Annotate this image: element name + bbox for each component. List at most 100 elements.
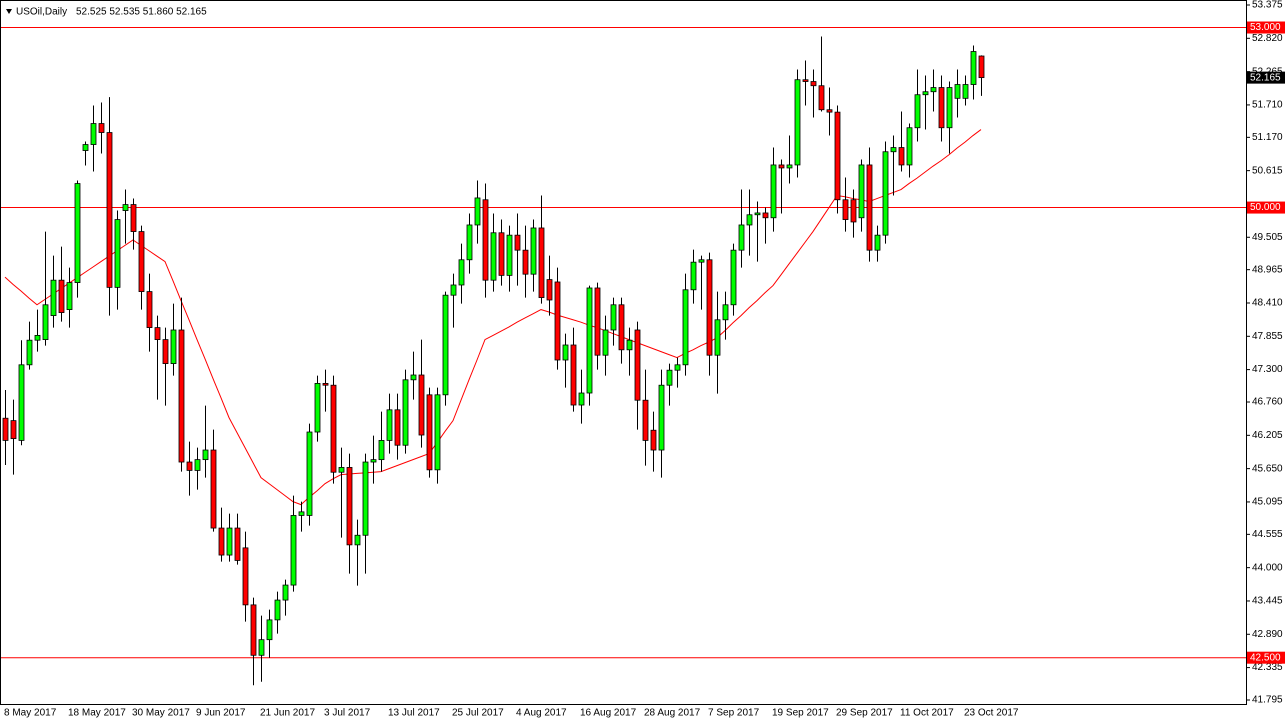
- y-tick-label: 46.205: [1252, 430, 1283, 441]
- x-tick-label: 16 Aug 2017: [580, 708, 637, 719]
- candle-body: [802, 79, 809, 82]
- candle-body: [906, 127, 913, 166]
- candle-body: [770, 164, 777, 219]
- x-tick-label: 29 Sep 2017: [836, 708, 893, 719]
- candle-body: [258, 639, 265, 656]
- candle-body: [578, 392, 585, 406]
- ohlc-text: 52.525 52.535 51.860 52.165: [76, 7, 207, 18]
- candle-body: [282, 584, 289, 601]
- candle-body: [586, 287, 593, 394]
- x-tick-label: 18 May 2017: [68, 708, 126, 719]
- candle-body: [962, 84, 969, 99]
- y-tick-label: 42.890: [1252, 629, 1283, 640]
- candle-body: [698, 259, 705, 263]
- candle-body: [122, 204, 129, 211]
- x-tick-label: 4 Aug 2017: [516, 708, 567, 719]
- candle-body: [434, 394, 441, 471]
- candle-body: [58, 279, 65, 313]
- candle-body: [674, 364, 681, 371]
- plot-frame: [0, 0, 1247, 705]
- candle-body: [338, 467, 345, 473]
- candle-body: [746, 214, 753, 226]
- candle-body: [370, 459, 377, 463]
- candle-body: [570, 344, 577, 406]
- y-tick-label: 50.615: [1252, 165, 1283, 176]
- candle-body: [498, 232, 505, 276]
- plot-area: [1, 27, 1246, 686]
- candle-body: [882, 151, 889, 236]
- candle-body: [914, 94, 921, 129]
- x-tick-label: 30 May 2017: [132, 708, 190, 719]
- candle-body: [466, 224, 473, 261]
- candle-body: [138, 231, 145, 292]
- candle-body: [178, 329, 185, 463]
- candle-body: [930, 87, 937, 93]
- y-tick-label: 44.555: [1252, 529, 1283, 540]
- y-tick-label: 51.170: [1252, 132, 1283, 143]
- x-tick-label: 9 Jun 2017: [196, 708, 246, 719]
- hline-label-box: [1247, 21, 1285, 34]
- candle-body: [874, 234, 881, 251]
- candle-body: [858, 164, 865, 219]
- y-tick-label: 49.505: [1252, 232, 1283, 243]
- x-tick-label: 11 Oct 2017: [900, 708, 954, 719]
- candle-body: [922, 91, 929, 96]
- y-tick-label: 53.375: [1252, 0, 1283, 11]
- candle-body: [170, 329, 177, 365]
- candle-body: [90, 123, 97, 145]
- candle-body: [866, 164, 873, 251]
- candle-body: [562, 344, 569, 361]
- candle-body: [626, 339, 633, 351]
- y-tick-label: 52.820: [1252, 33, 1283, 44]
- candle-body: [946, 87, 953, 129]
- candle-body: [386, 409, 393, 441]
- candle-body: [690, 261, 697, 291]
- candle-body: [42, 304, 49, 340]
- candle-body: [642, 399, 649, 441]
- candle-body: [530, 227, 537, 275]
- x-tick-label: 3 Jul 2017: [324, 708, 371, 719]
- candle-body: [130, 204, 137, 232]
- candle-body: [738, 224, 745, 251]
- candle-body: [938, 87, 945, 129]
- candle-body: [426, 394, 433, 471]
- candle-body: [442, 294, 449, 396]
- candle-body: [50, 279, 57, 316]
- y-tick-label: 41.795: [1252, 695, 1283, 706]
- candle-body: [74, 183, 81, 283]
- candle-body: [826, 109, 833, 113]
- candle-body: [722, 304, 729, 321]
- y-tick-label: 47.300: [1252, 364, 1283, 375]
- candle-body: [954, 84, 961, 99]
- candle-body: [290, 515, 297, 586]
- candle-body: [730, 249, 737, 306]
- candle-body: [66, 282, 73, 310]
- x-tick-label: 8 May 2017: [4, 708, 57, 719]
- candle-body: [546, 279, 553, 301]
- candle-body: [18, 364, 25, 441]
- candle-body: [226, 527, 233, 556]
- hline-label-box: [1247, 201, 1285, 214]
- x-tick-label: 7 Sep 2017: [708, 708, 760, 719]
- menu-icon[interactable]: [6, 9, 12, 14]
- candle-body: [418, 374, 425, 436]
- candle-body: [98, 123, 105, 133]
- candle-body: [2, 417, 9, 441]
- candle-body: [778, 164, 785, 169]
- candle-body: [850, 199, 857, 223]
- hline-label-box: [1247, 651, 1285, 664]
- y-tick-label: 46.760: [1252, 397, 1283, 408]
- candle-body: [106, 132, 113, 288]
- candle-body: [266, 619, 273, 641]
- x-tick-label: 19 Sep 2017: [772, 708, 829, 719]
- candle-body: [362, 461, 369, 536]
- candle-body: [706, 259, 713, 356]
- candle-body: [298, 511, 305, 516]
- candle-body: [250, 604, 257, 656]
- candle-body: [490, 232, 497, 281]
- candle-body: [970, 51, 977, 85]
- candle-body: [82, 144, 89, 151]
- candle-body: [26, 339, 33, 366]
- candle-body: [234, 527, 241, 561]
